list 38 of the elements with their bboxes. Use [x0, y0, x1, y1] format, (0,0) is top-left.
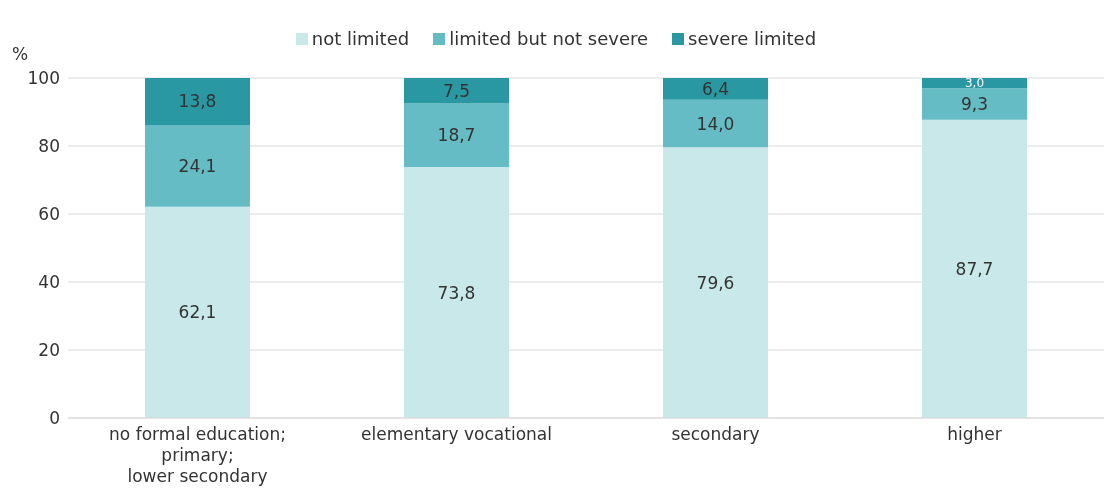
bar: [663, 78, 768, 100]
y-tick-label: 0: [49, 408, 60, 429]
bar: [663, 99, 768, 148]
y-tick-label: 60: [38, 204, 60, 225]
y-tick-label: 80: [38, 136, 60, 157]
bar: [663, 147, 768, 418]
y-tick-label: 100: [27, 68, 60, 89]
bar: [922, 119, 1027, 418]
data-label: 6,4: [701, 78, 730, 99]
bar: [404, 167, 509, 418]
data-label: 14,0: [696, 113, 735, 134]
legend-label: limited but not severe: [448, 28, 649, 49]
data-label: 73,8: [437, 282, 476, 303]
data-label: 79,6: [696, 272, 735, 293]
x-tick-label: higher: [947, 424, 1002, 444]
bar: [922, 78, 1027, 89]
x-tick-label: secondary: [671, 424, 760, 444]
data-label: 24,1: [178, 155, 217, 176]
y-axis-title: %: [12, 44, 29, 64]
x-tick-label: no formal education; primary; lower secondary: [109, 424, 286, 486]
data-label: 62,1: [178, 302, 217, 323]
y-tick-label: 40: [38, 272, 60, 293]
bar: [404, 78, 509, 104]
legend-label: not limited: [310, 28, 410, 49]
legend-label: severe limited: [687, 28, 817, 49]
data-label: 13,8: [178, 91, 217, 112]
bar: [404, 103, 509, 168]
data-label: 87,7: [955, 258, 994, 279]
y-tick-label: 20: [38, 340, 60, 361]
data-label: 9,3: [960, 94, 989, 115]
bar: [145, 78, 250, 125]
data-label: 18,7: [437, 125, 476, 146]
data-label: 3,0: [964, 76, 985, 91]
bar: [145, 206, 250, 418]
bar: [922, 88, 1027, 120]
x-tick-label: elementary vocational: [361, 424, 552, 444]
bar: [145, 124, 250, 207]
data-label: 7,5: [442, 80, 471, 101]
